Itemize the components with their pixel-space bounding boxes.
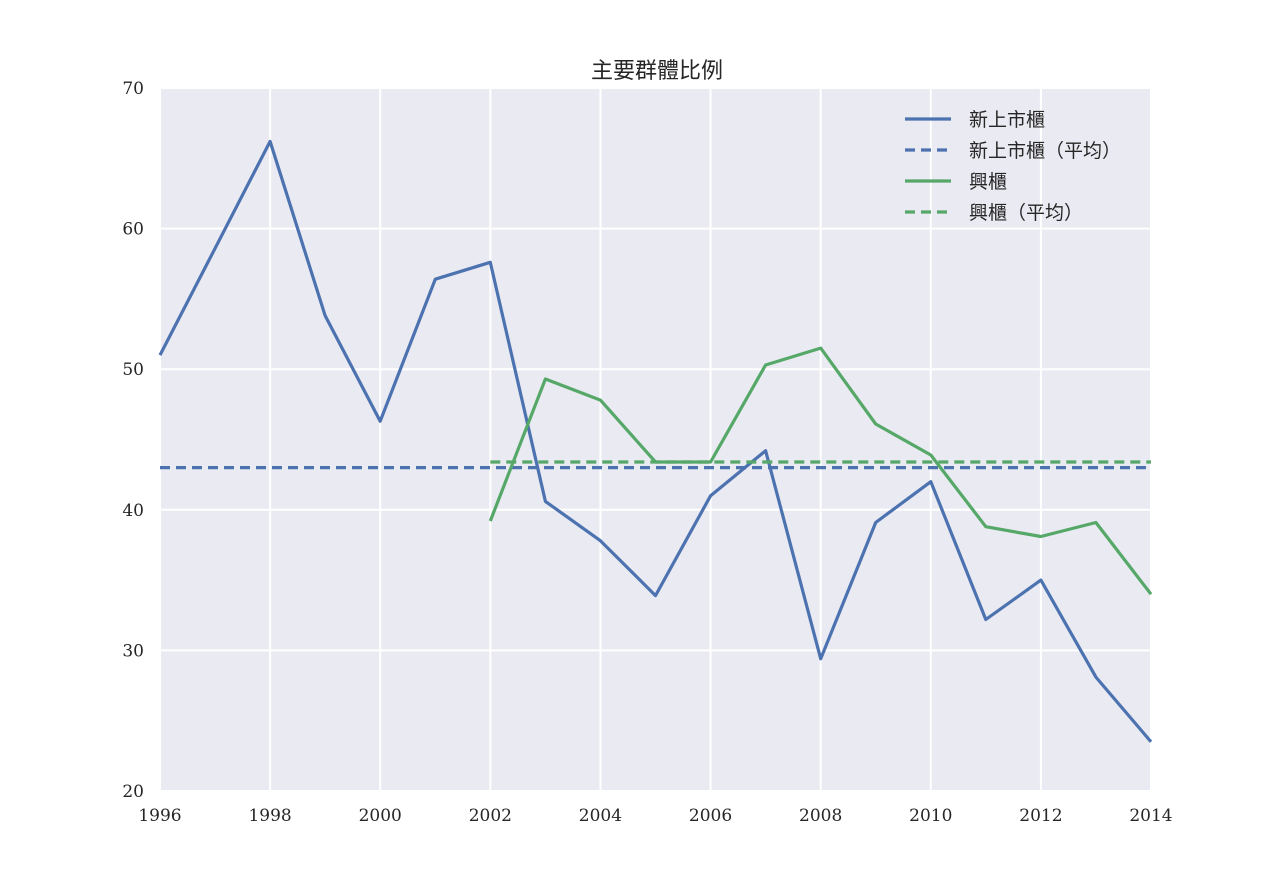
y-tick-label: 70 [122,79,144,99]
x-tick-label: 2002 [469,806,512,826]
x-tick-label: 2004 [579,806,622,826]
y-tick-label: 20 [122,782,144,802]
y-axis-tick-labels: 20 30 40 50 60 70 [122,79,144,802]
legend-label-2: 興櫃 [969,171,1007,193]
y-tick-label: 60 [122,220,144,240]
y-tick-label: 30 [122,641,144,661]
x-tick-label: 2012 [1019,806,1062,826]
series-line-2 [488,346,1153,596]
x-tick-label: 2006 [689,806,732,826]
x-tick-label: 2014 [1129,806,1172,826]
plot-area [160,88,1151,791]
chart-title: 主要群體比例 [591,59,723,84]
x-axis-tick-labels: 1996 1998 2000 2002 2004 2006 2008 2010 2012 2014 [138,806,1172,826]
y-tick-label: 50 [122,360,144,380]
series-line-0 [158,139,1153,743]
legend-label-3: 興櫃（平均） [969,202,1083,224]
series-lines [158,139,1153,743]
x-tick-label: 1996 [138,806,181,826]
y-tick-label: 40 [122,501,144,521]
legend-label-1: 新上市櫃（平均） [969,140,1121,162]
x-tick-label: 2010 [909,806,952,826]
legend-label-0: 新上市櫃 [969,109,1045,131]
grid-lines [159,87,1152,792]
x-tick-label: 2008 [799,806,842,826]
x-tick-label: 2000 [359,806,402,826]
x-tick-label: 1998 [248,806,291,826]
